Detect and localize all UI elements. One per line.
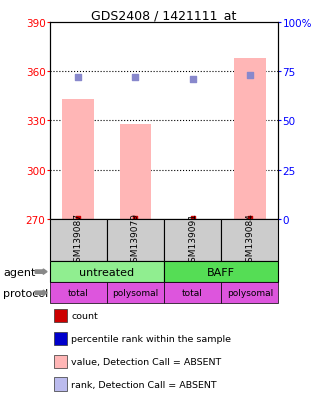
Text: percentile rank within the sample: percentile rank within the sample xyxy=(71,334,231,343)
Point xyxy=(190,76,195,83)
Text: GSM139091: GSM139091 xyxy=(188,213,197,268)
Text: total: total xyxy=(182,289,203,297)
Text: GSM139087: GSM139087 xyxy=(74,213,83,268)
Text: count: count xyxy=(71,311,98,320)
Bar xyxy=(164,282,221,304)
Point xyxy=(247,73,252,79)
Bar xyxy=(120,124,151,219)
Point xyxy=(247,216,252,222)
Text: BAFF: BAFF xyxy=(207,267,235,277)
Bar xyxy=(50,282,107,304)
Text: total: total xyxy=(68,289,89,297)
Text: GSM139084: GSM139084 xyxy=(245,213,254,268)
Bar xyxy=(50,261,164,282)
Text: value, Detection Call = ABSENT: value, Detection Call = ABSENT xyxy=(71,357,221,366)
Text: untreated: untreated xyxy=(79,267,134,277)
Text: GSM139079: GSM139079 xyxy=(131,213,140,268)
Text: polysomal: polysomal xyxy=(227,289,273,297)
Text: polysomal: polysomal xyxy=(112,289,158,297)
Bar xyxy=(107,219,164,261)
Title: GDS2408 / 1421111_at: GDS2408 / 1421111_at xyxy=(91,9,237,21)
Bar xyxy=(234,59,266,219)
Text: protocol: protocol xyxy=(3,288,48,298)
Point xyxy=(76,74,81,81)
Point xyxy=(133,74,138,81)
Bar xyxy=(221,219,278,261)
Bar xyxy=(164,261,278,282)
Bar xyxy=(221,282,278,304)
Bar xyxy=(62,100,94,219)
Bar xyxy=(164,219,221,261)
Point xyxy=(76,216,81,222)
Bar xyxy=(50,219,107,261)
Text: rank, Detection Call = ABSENT: rank, Detection Call = ABSENT xyxy=(71,380,217,389)
Point xyxy=(133,216,138,222)
Point xyxy=(190,216,195,222)
Bar xyxy=(107,282,164,304)
Text: agent: agent xyxy=(3,267,36,277)
